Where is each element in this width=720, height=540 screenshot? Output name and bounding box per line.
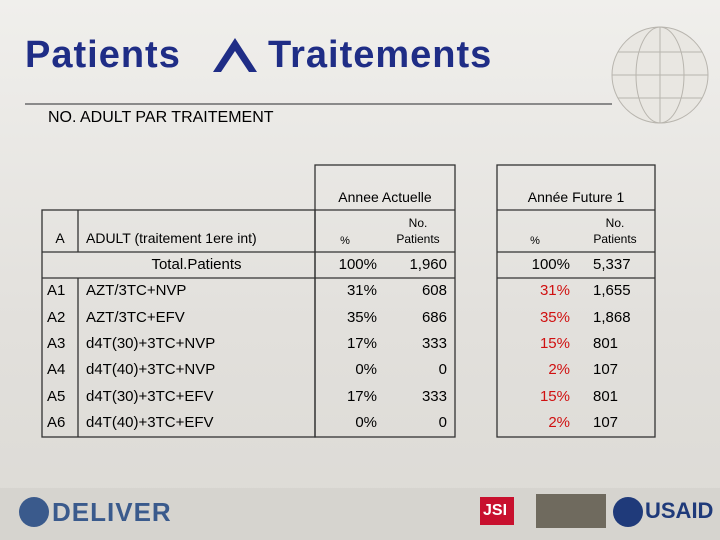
row-cell: 15%: [539, 388, 570, 405]
row-cell: 686: [421, 309, 447, 326]
row-cell: 333: [421, 388, 447, 405]
row-cell: 31%: [346, 282, 377, 299]
row-cell: 1,655: [593, 282, 631, 299]
row-cell: 17%: [346, 335, 377, 352]
truck-photo: [536, 494, 606, 528]
group-header: Année Future 1: [527, 189, 625, 205]
subtitle: NO. ADULT PAR TRAITEMENT: [48, 109, 274, 126]
row-cell: 0%: [355, 361, 377, 378]
row-cell: 35%: [539, 309, 570, 326]
row-cell: 31%: [539, 282, 570, 299]
jsi-box: [480, 497, 514, 525]
total-cell: 5,337: [593, 256, 631, 273]
logo: USAID: [645, 498, 714, 523]
usaid-seal: [613, 497, 643, 527]
column-header: A: [55, 230, 65, 246]
row-cell: 0%: [355, 414, 377, 431]
row-cell: 15%: [539, 335, 570, 352]
total-label: Total.Patients: [151, 256, 242, 273]
row-id: A4: [47, 361, 66, 378]
regimen: AZT/3TC+EFV: [86, 309, 185, 326]
regimen: d4T(30)+3TC+EFV: [86, 388, 214, 405]
total-cell: 100%: [531, 256, 570, 273]
group-header: Annee Actuelle: [338, 189, 432, 205]
row-id: A3: [47, 335, 66, 352]
column-header: No. Patients: [396, 216, 440, 246]
row-id: A6: [47, 414, 66, 431]
row-cell: 0: [438, 414, 447, 431]
row-cell: 2%: [548, 361, 570, 378]
deliver-globe: [19, 497, 49, 527]
title-icon: [213, 38, 257, 72]
row-id: A2: [47, 309, 66, 326]
table-lines: [41, 164, 656, 438]
column-header: No. Patients: [593, 216, 637, 246]
regimen: d4T(40)+3TC+NVP: [86, 361, 216, 378]
logo: DELIVER: [52, 497, 172, 527]
logo: JSI: [483, 502, 508, 519]
total-cell: 100%: [338, 256, 377, 273]
row-cell: 608: [421, 282, 447, 299]
regimen: d4T(30)+3TC+NVP: [86, 335, 216, 352]
row-cell: 333: [421, 335, 447, 352]
regimen: d4T(40)+3TC+EFV: [86, 414, 214, 431]
column-header: ADULT (traitement 1ere int): [86, 230, 257, 246]
total-cell: 1,960: [409, 256, 447, 273]
regimen: AZT/3TC+NVP: [86, 282, 187, 299]
row-cell: 801: [593, 335, 619, 352]
globe: [611, 26, 709, 124]
column-header: %: [340, 235, 350, 247]
row-cell: 17%: [346, 388, 377, 405]
row-cell: 107: [593, 361, 619, 378]
row-cell: 0: [438, 361, 447, 378]
row-cell: 1,868: [593, 309, 631, 326]
title-left: Patients: [25, 34, 181, 76]
row-id: A5: [47, 388, 66, 405]
row-cell: 801: [593, 388, 619, 405]
column-header: %: [530, 235, 540, 247]
row-cell: 107: [593, 414, 619, 431]
title-right: Traitements: [268, 34, 493, 76]
row-cell: 35%: [346, 309, 377, 326]
row-id: A1: [47, 282, 66, 299]
row-cell: 2%: [548, 414, 570, 431]
